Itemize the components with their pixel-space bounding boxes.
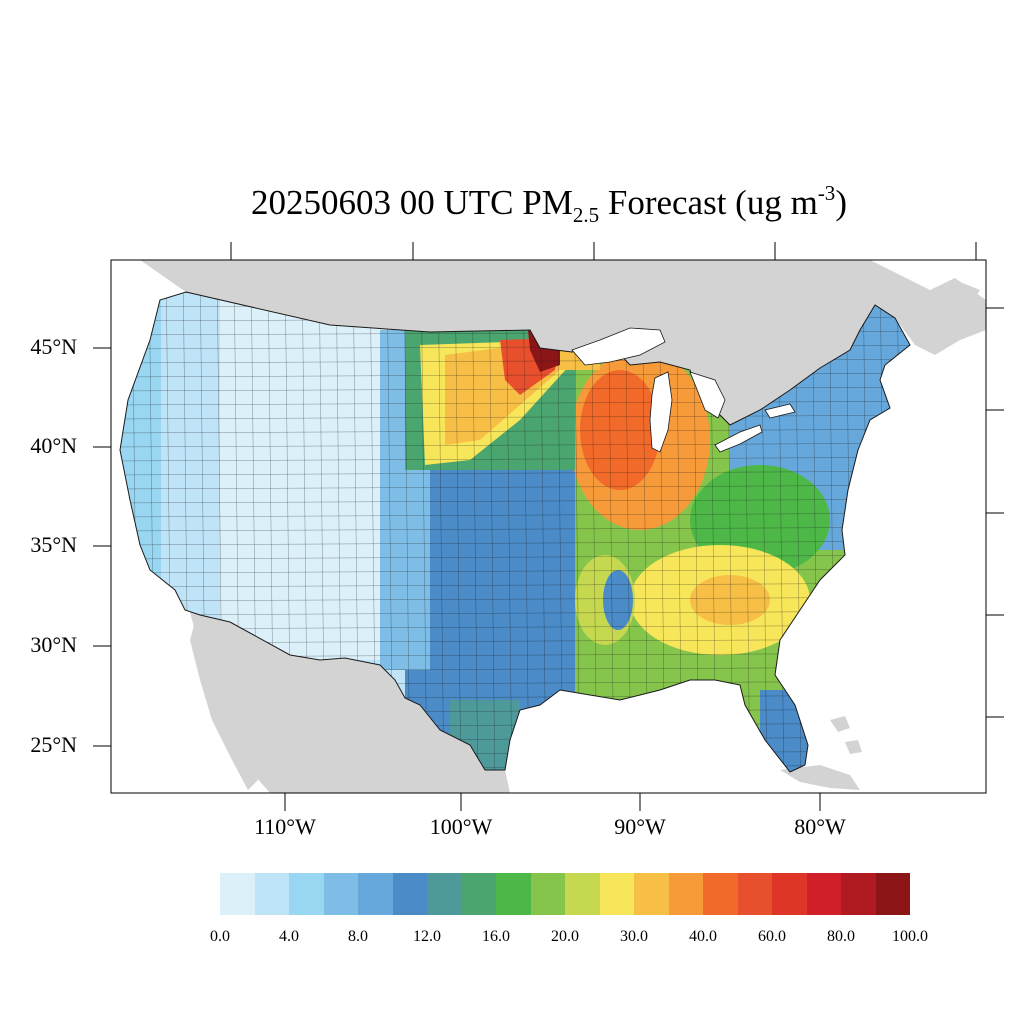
colorbar-swatch [530, 873, 565, 915]
cuba-island [780, 765, 860, 790]
colorbar-tick-label: 4.0 [279, 928, 299, 945]
canada-landmass [140, 260, 986, 425]
colorbar-tick-label: 100.0 [892, 928, 928, 945]
lon-label-80w: 80°W [794, 814, 846, 839]
lake-huron [689, 371, 726, 419]
colorbar-tick-label: 8.0 [348, 928, 368, 945]
colorbar-swatch [392, 873, 427, 915]
lon-label-110w: 110°W [254, 814, 316, 839]
top-ticks [230, 242, 977, 260]
plot-frame [110, 259, 987, 794]
lon-label-90w: 90°W [614, 814, 666, 839]
colorbar-swatch [289, 873, 324, 915]
colorbar [220, 873, 910, 915]
left-ticks [93, 347, 111, 747]
lake-ontario [764, 403, 796, 419]
us-outline [119, 291, 911, 773]
colorbar-tick-label: 16.0 [482, 928, 510, 945]
colorbar-swatch [565, 873, 600, 915]
lake-superior [571, 327, 666, 366]
lake-erie [714, 424, 763, 453]
colorbar-tick-label: 30.0 [620, 928, 648, 945]
colorbar-swatch [599, 873, 634, 915]
lat-label-25n: 25°N [30, 732, 77, 757]
colorbar-swatch [668, 873, 703, 915]
canada-islands [920, 282, 980, 306]
lat-label-40n: 40°N [30, 433, 77, 458]
lat-label-30n: 30°N [30, 632, 77, 657]
bahamas-islands [830, 716, 862, 754]
colorbar-swatch [841, 873, 876, 915]
lat-label-35n: 35°N [30, 532, 77, 557]
colorbar-swatch [875, 873, 910, 915]
colorbar-swatch [806, 873, 841, 915]
colorbar-tick-label: 80.0 [827, 928, 855, 945]
colorbar-swatch [703, 873, 738, 915]
lon-label-100w: 100°W [429, 814, 493, 839]
colorbar-swatch [461, 873, 496, 915]
colorbar-swatch [358, 873, 393, 915]
southeast-core [690, 575, 770, 625]
colorbar-swatch [737, 873, 772, 915]
colorbar-swatch [496, 873, 531, 915]
right-ticks [986, 307, 1004, 718]
colorbar-swatch [323, 873, 358, 915]
lat-label-45n: 45°N [30, 334, 77, 359]
mississippi-clean [603, 570, 633, 630]
map-title: 20250603 00 UTC PM2.5 Forecast (ug m-3) [251, 181, 847, 227]
colorbar-tick-label: 0.0 [210, 928, 230, 945]
colorbar-tick-label: 40.0 [689, 928, 717, 945]
colorbar-tick-label: 12.0 [413, 928, 441, 945]
colorbar-tick-label: 60.0 [758, 928, 786, 945]
colorbar-swatch [634, 873, 669, 915]
bottom-ticks [284, 793, 821, 811]
colorbar-tick-label: 20.0 [551, 928, 579, 945]
baja-peninsula [190, 618, 258, 790]
colorbar-swatch [427, 873, 462, 915]
lake-michigan [649, 371, 673, 453]
mexico-landmass [190, 612, 510, 793]
colorbar-swatch [254, 873, 289, 915]
colorbar-swatch [220, 873, 255, 915]
great-lakes-core [580, 370, 660, 490]
colorbar-swatch [772, 873, 807, 915]
